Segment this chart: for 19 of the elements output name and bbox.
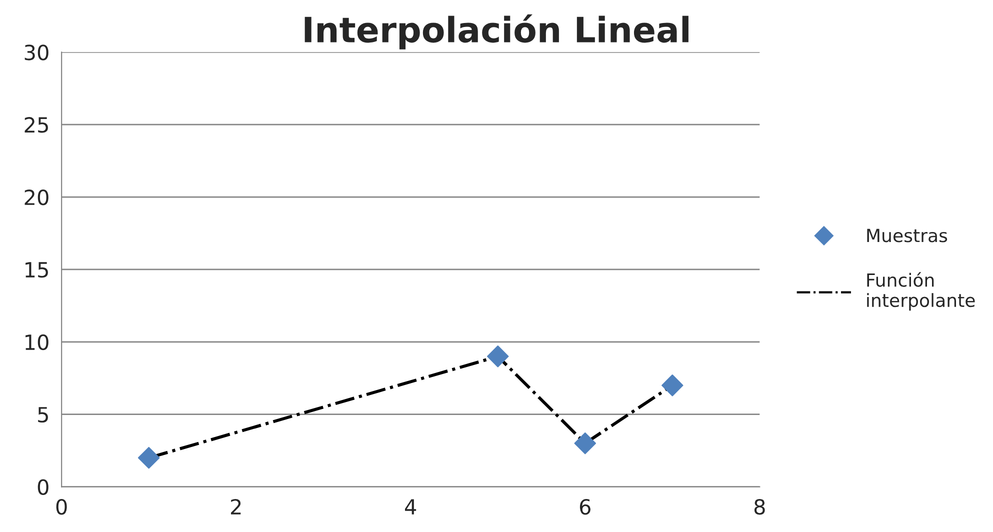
y-tick-label: 0 [38, 479, 48, 495]
legend-label: Función interpolante [867, 272, 975, 311]
point [662, 374, 684, 396]
chart-title: Interpolación Lineal [304, 14, 688, 50]
y-tick-label: 15 [26, 262, 48, 278]
y-tick-label: 20 [24, 189, 48, 206]
point [138, 446, 160, 469]
y-tick-label: 10 [26, 334, 48, 350]
x-tick-label: 2 [230, 498, 241, 514]
y-tick-label: 5 [38, 407, 48, 423]
x-tick-label: 0 [56, 498, 67, 515]
y-tick-label: 25 [24, 117, 48, 133]
point [574, 432, 596, 454]
x-tick-label: 8 [754, 498, 765, 515]
point [486, 346, 509, 368]
y-tick-label: 30 [24, 44, 48, 60]
legend-label: Muestras [867, 228, 948, 242]
x-tick-label: 4 [404, 499, 416, 514]
x-tick-label: 6 [580, 498, 590, 515]
